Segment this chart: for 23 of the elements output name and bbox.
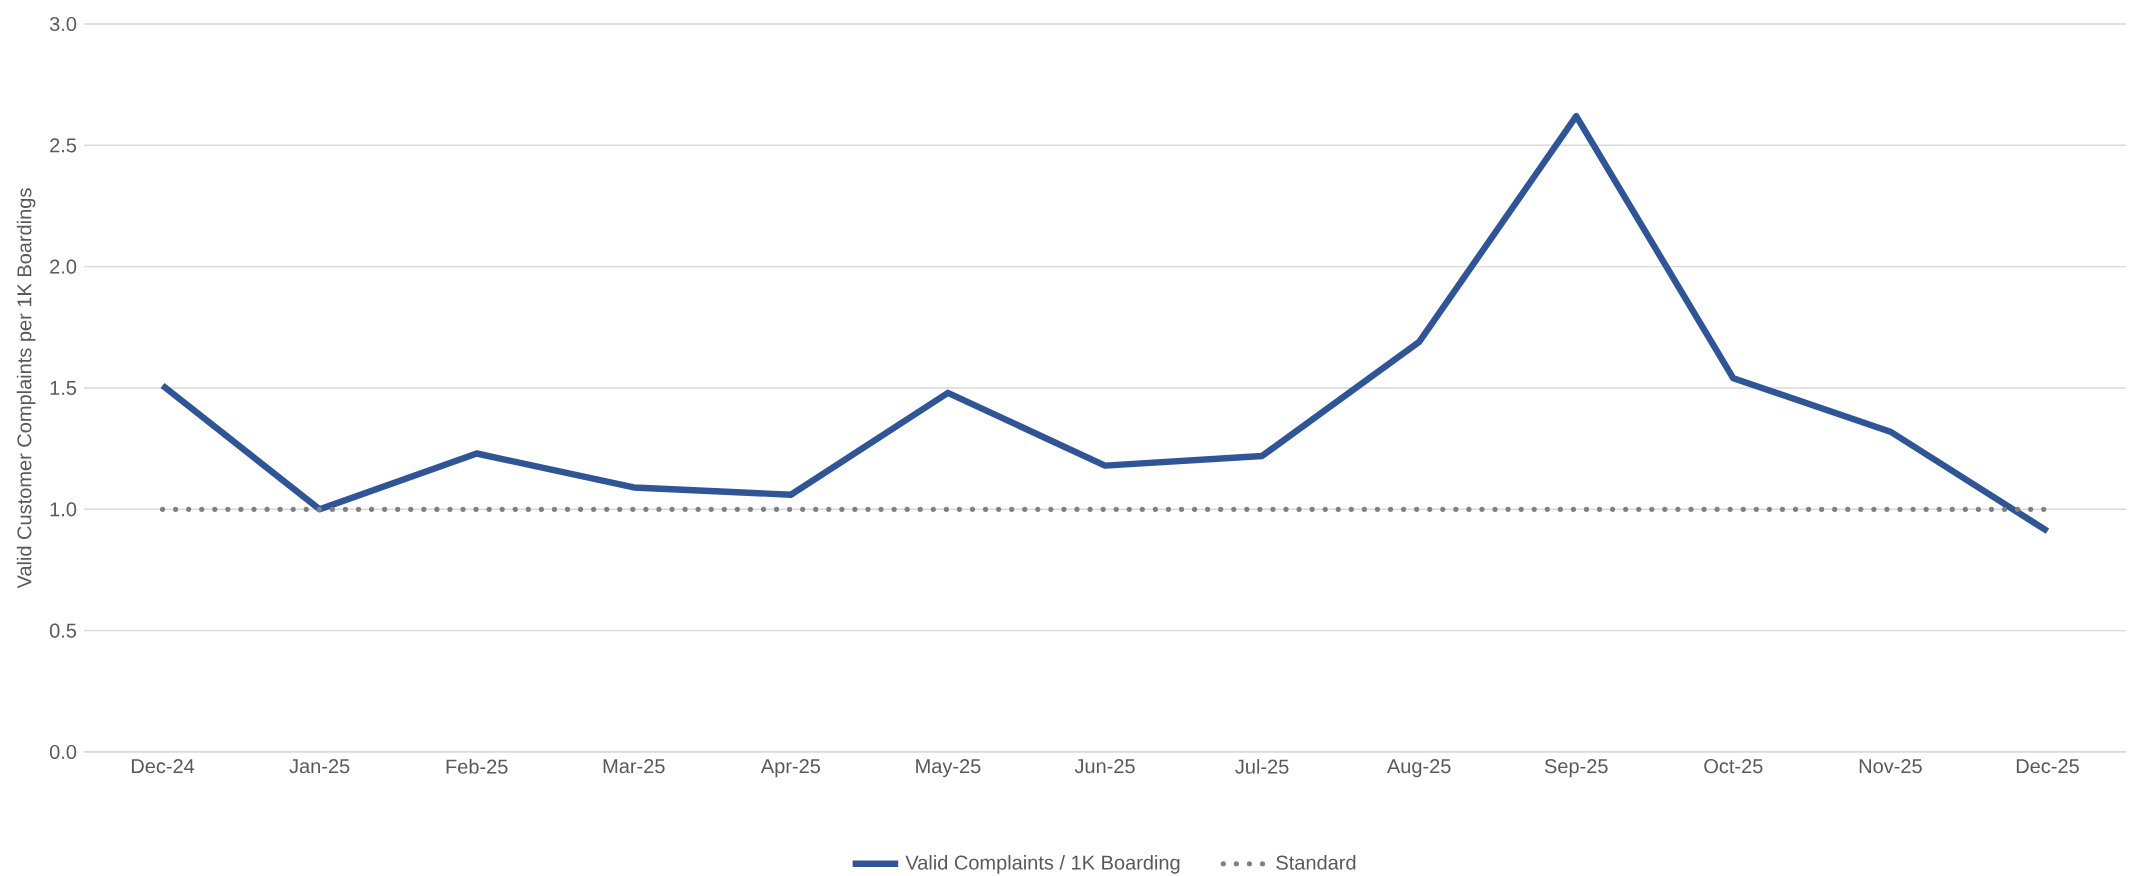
y-tick-label: 2.5 [50,138,77,153]
x-tick-label: Jan-25 [289,759,350,774]
y-axis-title: Valid Customer Complaints per 1K Boardings [16,188,36,589]
x-tick-label: Jul-25 [1235,759,1289,774]
legend-label: Standard [1276,855,1356,870]
x-tick-label: Apr-25 [760,759,821,778]
y-tick-label: 3.0 [49,16,77,32]
y-tick-label: 2.0 [50,259,77,274]
x-tick-label: Oct-25 [1704,759,1763,774]
x-tick-label: Feb-25 [446,759,508,774]
y-tick-label: 0.5 [49,623,77,638]
x-tick-label: Dec-24 [131,759,195,774]
legend-label: Valid Complaints / 1K Boarding [905,855,1180,874]
x-tick-label: May-25 [916,759,981,778]
y-tick-label: 0.0 [49,744,77,760]
x-tick-label: Aug-25 [1386,759,1451,778]
x-tick-label: Nov-25 [1859,759,1922,774]
x-tick-label: Dec-25 [2016,759,2079,774]
x-tick-label: Jun-25 [1074,759,1135,774]
y-tick-label: 1.0 [50,502,77,517]
y-tick-label: 1.5 [50,381,77,395]
x-tick-label: Sep-25 [1544,759,1608,778]
x-tick-label: Mar-25 [603,759,665,774]
